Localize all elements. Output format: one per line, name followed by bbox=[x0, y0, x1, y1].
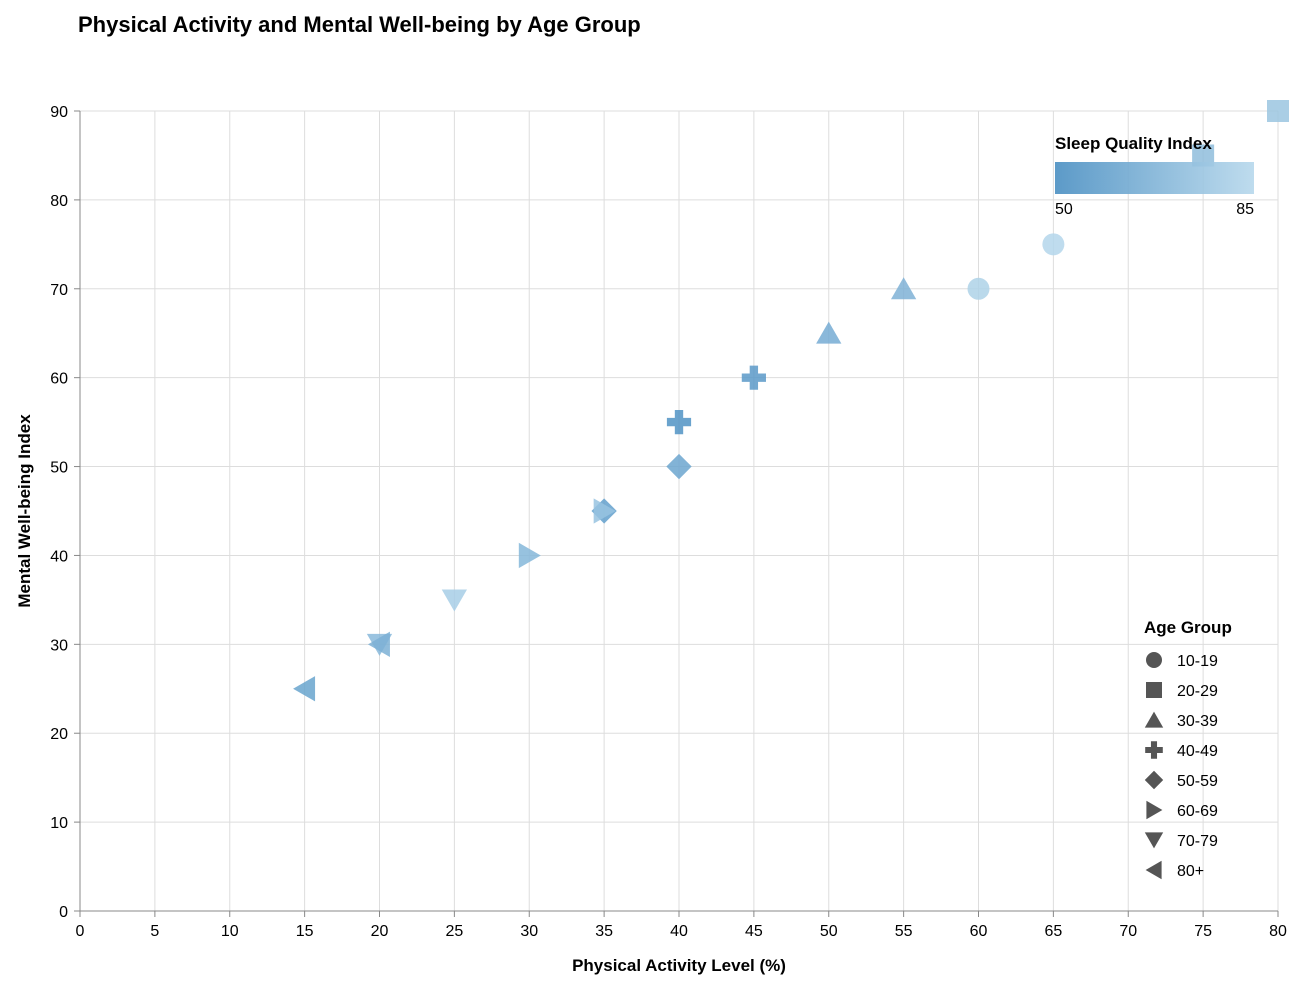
x-tick-label: 25 bbox=[445, 923, 463, 940]
data-point-triangle-right bbox=[593, 498, 616, 524]
legend-symbol-diamond bbox=[1144, 770, 1164, 790]
data-point-cross bbox=[666, 410, 692, 435]
y-tick-label: 90 bbox=[50, 104, 68, 121]
color-legend-max-label: 85 bbox=[1236, 201, 1254, 218]
x-tick-label: 40 bbox=[670, 923, 688, 940]
x-tick-label: 60 bbox=[970, 923, 988, 940]
legend-symbol-circle bbox=[1146, 652, 1162, 668]
grid bbox=[79, 110, 1279, 912]
x-tick-label: 65 bbox=[1044, 923, 1062, 940]
legend-label-age-group: 20-29 bbox=[1177, 683, 1218, 700]
legend-symbol-cross bbox=[1145, 741, 1163, 759]
x-tick-label: 35 bbox=[595, 923, 613, 940]
legend-symbol-triangle-down bbox=[1144, 832, 1164, 849]
data-point-triangle-right bbox=[518, 542, 541, 569]
data-point-square bbox=[1192, 144, 1215, 167]
x-axis-title: Physical Activity Level (%) bbox=[572, 956, 786, 975]
legend-symbol-square bbox=[1146, 682, 1162, 698]
chart-title: Physical Activity and Mental Well-being … bbox=[78, 12, 641, 37]
y-axis-title: Mental Well-being Index bbox=[15, 414, 34, 608]
legend-label-age-group: 30-39 bbox=[1177, 713, 1218, 730]
x-tick-label: 10 bbox=[221, 923, 239, 940]
x-tick-label: 50 bbox=[820, 923, 838, 940]
color-legend: Sleep Quality Index 50 85 bbox=[1055, 134, 1254, 218]
legend-label-age-group: 80+ bbox=[1177, 863, 1204, 880]
legend-symbol-triangle-left bbox=[1145, 860, 1162, 880]
axes: 0 5 10 15 20 25 30 35 40 45 50 55 60 65 70 75 80 0 10 20 30 4… bbox=[50, 104, 1287, 940]
y-tick-label: 70 bbox=[50, 282, 68, 299]
y-tick-label: 10 bbox=[50, 815, 68, 832]
data-point-triangle-left bbox=[293, 676, 316, 702]
legend-label-age-group: 10-19 bbox=[1177, 653, 1218, 670]
data-point-triangle-up bbox=[890, 277, 917, 300]
data-point-triangle-left bbox=[367, 631, 390, 657]
x-tick-label: 45 bbox=[745, 923, 763, 940]
legend-symbol-triangle-right bbox=[1146, 800, 1163, 820]
x-tick-label: 15 bbox=[296, 923, 314, 940]
x-tick-label: 70 bbox=[1119, 923, 1137, 940]
legend-symbol-triangle-up bbox=[1144, 711, 1164, 728]
shape-legend: Age Group 10-19 20-29 30-39 40-49 50-59 60-69… bbox=[1144, 618, 1232, 880]
x-tick-label: 5 bbox=[150, 923, 159, 940]
y-tick-label: 0 bbox=[59, 904, 68, 921]
x-tick-label: 30 bbox=[520, 923, 538, 940]
color-legend-title: Sleep Quality Index bbox=[1055, 134, 1212, 153]
y-tick-label: 60 bbox=[50, 371, 68, 388]
x-tick-label: 55 bbox=[895, 923, 913, 940]
y-tick-label: 40 bbox=[50, 548, 68, 565]
legend-label-age-group: 50-59 bbox=[1177, 773, 1218, 790]
data-point-triangle-down bbox=[441, 589, 468, 612]
color-legend-gradient-bar bbox=[1055, 162, 1254, 194]
shape-legend-title: Age Group bbox=[1144, 618, 1232, 637]
color-legend-min-label: 50 bbox=[1055, 201, 1073, 218]
y-tick-label: 50 bbox=[50, 460, 68, 477]
data-point-circle bbox=[967, 277, 990, 300]
x-tick-label: 20 bbox=[371, 923, 389, 940]
data-point-cross bbox=[741, 365, 766, 390]
y-tick-label: 80 bbox=[50, 193, 68, 210]
y-tick-label: 20 bbox=[50, 726, 68, 743]
data-point-triangle-up bbox=[816, 321, 842, 344]
legend-label-age-group: 60-69 bbox=[1177, 803, 1218, 820]
data-point-circle bbox=[1042, 233, 1065, 256]
legend-label-age-group: 40-49 bbox=[1177, 743, 1218, 760]
x-tick-label: 75 bbox=[1194, 923, 1212, 940]
x-tick-label: 0 bbox=[76, 923, 85, 940]
legend-label-age-group: 70-79 bbox=[1177, 833, 1218, 850]
data-point-diamond bbox=[666, 453, 692, 480]
y-tick-label: 30 bbox=[50, 637, 68, 654]
data-points bbox=[293, 100, 1289, 702]
x-tick-label: 80 bbox=[1269, 923, 1287, 940]
data-point-square bbox=[1267, 100, 1289, 122]
